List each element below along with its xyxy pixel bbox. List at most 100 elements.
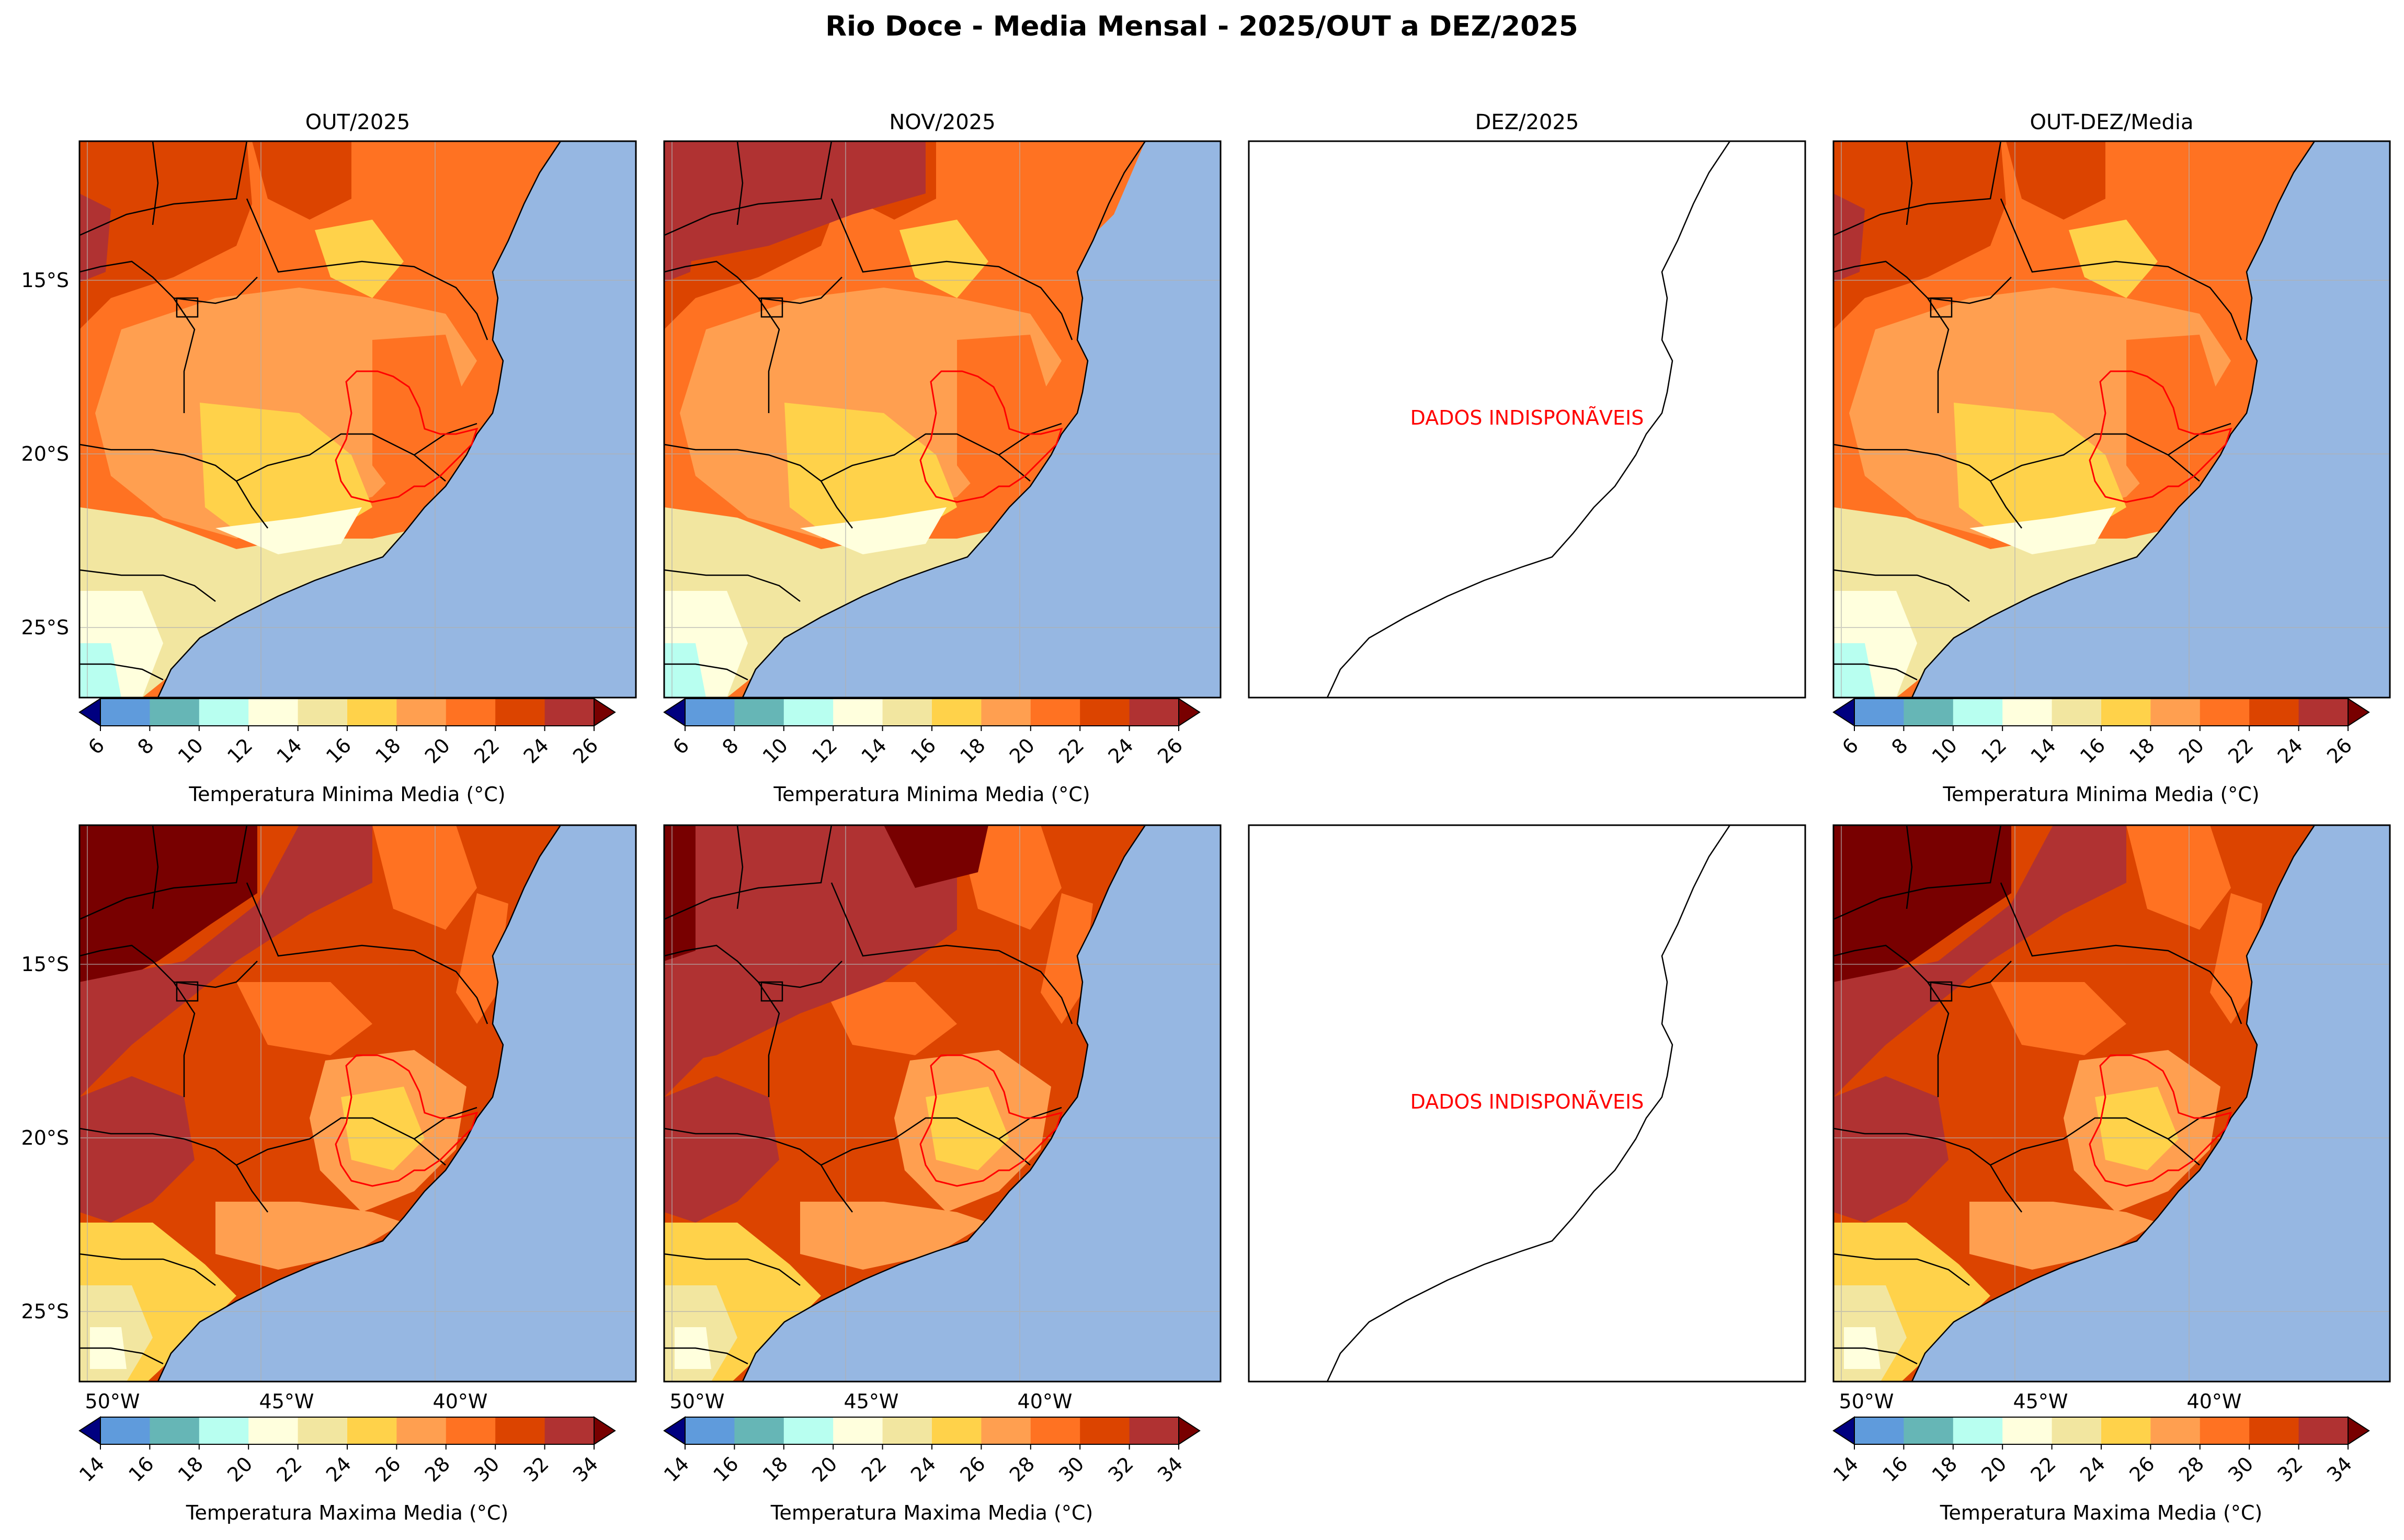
colorbar-bin [685, 1417, 735, 1444]
colorbar-bin [2249, 1417, 2299, 1444]
colorbar-tick-label: 26 [2322, 734, 2356, 768]
colorbar-bin [199, 699, 249, 726]
colorbar-tick-label: 22 [2224, 734, 2258, 768]
colorbar-tick-label: 26 [568, 734, 602, 768]
colorbar-bin [1953, 1417, 2003, 1444]
colorbar-tick-label: 24 [2273, 734, 2307, 768]
lon-tick-label: 45°W [2013, 1390, 2068, 1413]
colorbar-bin [2150, 1417, 2200, 1444]
colorbar-tick-label: 26 [371, 1452, 405, 1486]
map-min-out [79, 141, 636, 698]
colorbar-tick-label: 26 [1153, 734, 1187, 768]
colorbar-tick-label: 16 [124, 1452, 158, 1486]
colorbar-bin [1904, 699, 1953, 726]
colorbar-bin [100, 699, 150, 726]
colorbar-tick-label: 6 [1838, 734, 1863, 759]
colorbar-max: 14 16 18 20 22 24 26 28 30 32 34 Temperatura Maxima… [75, 1417, 615, 1524]
lat-tick-label: 20°S [21, 1126, 69, 1149]
panel-title: NOV/2025 [889, 110, 995, 134]
colorbar-under-extend [1833, 1417, 1854, 1444]
colorbar-bin [1130, 699, 1179, 726]
colorbar-bin [981, 699, 1031, 726]
colorbar-bin [2101, 1417, 2151, 1444]
colorbar-tick-label: 24 [1104, 734, 1138, 768]
colorbar-tick-label: 16 [1878, 1452, 1912, 1486]
colorbar-tick-label: 30 [2224, 1452, 2258, 1486]
figure: Rio Doce - Media Mensal - 2025/OUT a DEZ… [0, 0, 2404, 1540]
colorbar-tick-label: 34 [1153, 1452, 1187, 1486]
colorbar-tick-label: 20 [223, 1452, 257, 1486]
colorbar-tick-label: 20 [1005, 734, 1039, 768]
colorbar-min: 6 8 10 12 14 16 18 20 22 24 26 Temperatura Minima M… [1833, 699, 2369, 806]
colorbar-tick-label: 26 [955, 1452, 989, 1486]
colorbar-label: Temperatura Maxima Media (°C) [770, 1501, 1093, 1524]
colorbar-tick-label: 28 [420, 1452, 454, 1486]
colorbar-bin [2200, 699, 2250, 726]
colorbar-bin [2002, 1417, 2052, 1444]
colorbar-bin [248, 1417, 298, 1444]
colorbar-under-extend [79, 699, 100, 726]
colorbar-tick-label: 14 [1829, 1452, 1863, 1486]
colorbar-bin [1031, 1417, 1080, 1444]
colorbar-tick-label: 10 [758, 734, 792, 768]
lon-tick-label: 50°W [1839, 1390, 1894, 1413]
colorbar-tick-label: 14 [857, 734, 891, 768]
colorbar-bin [347, 1417, 397, 1444]
lon-tick-label: 50°W [670, 1390, 725, 1413]
colorbar-bin [883, 1417, 932, 1444]
colorbar-bin [150, 699, 199, 726]
colorbar-bin [396, 699, 446, 726]
colorbar-tick-label: 18 [174, 1452, 208, 1486]
colorbar-tick-label: 14 [75, 1452, 109, 1486]
colorbar-bin [1904, 1417, 1953, 1444]
colorbar-tick-label: 30 [470, 1452, 504, 1486]
colorbar-tick-label: 8 [1887, 734, 1912, 759]
colorbar-tick-label: 10 [174, 734, 208, 768]
map-max-media [1833, 825, 2390, 1382]
colorbar-tick-label: 16 [709, 1452, 743, 1486]
colorbar-bin [833, 699, 883, 726]
colorbar-bin [298, 1417, 348, 1444]
colorbar-label: Temperatura Maxima Media (°C) [1940, 1501, 2262, 1524]
colorbar-bin [883, 699, 932, 726]
colorbar-bin [1953, 699, 2003, 726]
lon-tick-label: 40°W [2187, 1390, 2242, 1413]
colorbar-over-extend [594, 1417, 615, 1444]
colorbar-tick-label: 22 [1054, 734, 1088, 768]
colorbar-bin [347, 699, 397, 726]
colorbar-tick-label: 20 [807, 1452, 841, 1486]
colorbar-bin [734, 699, 784, 726]
colorbar-max: 14 16 18 20 22 24 26 28 30 32 34 Temperatura Maxima… [1829, 1417, 2369, 1524]
lon-tick-label: 50°W [85, 1390, 140, 1413]
colorbar-bin [2101, 699, 2151, 726]
colorbar-tick-label: 28 [1005, 1452, 1039, 1486]
colorbar-bin [784, 699, 834, 726]
lat-tick-label: 15°S [21, 953, 69, 976]
colorbar-tick-label: 20 [2174, 734, 2208, 768]
colorbar-tick-label: 32 [1104, 1452, 1138, 1486]
colorbar-tick-label: 10 [1928, 734, 1962, 768]
colorbar-bin [2150, 699, 2200, 726]
map-min-nov [664, 141, 1221, 698]
colorbar-tick-label: 18 [955, 734, 989, 768]
lon-tick-label: 40°W [1018, 1390, 1073, 1413]
colorbar-bin [2002, 699, 2052, 726]
colorbar-tick-label: 8 [133, 734, 158, 759]
colorbar-bin [495, 1417, 545, 1444]
colorbar-tick-label: 32 [519, 1452, 553, 1486]
colorbar-tick-label: 12 [223, 734, 257, 768]
colorbar-over-extend [2348, 699, 2369, 726]
colorbar-bin [545, 1417, 595, 1444]
colorbar-tick-label: 24 [906, 1452, 940, 1486]
colorbar-min: 6 8 10 12 14 16 18 20 22 24 26 Temperatura Minima M… [79, 699, 615, 806]
colorbar-tick-label: 34 [568, 1452, 602, 1486]
colorbar-tick-label: 20 [1977, 1452, 2011, 1486]
colorbar-tick-label: 24 [519, 734, 553, 768]
colorbar-tick-label: 28 [2174, 1452, 2208, 1486]
colorbar-bin [100, 1417, 150, 1444]
colorbar-tick-label: 18 [371, 734, 405, 768]
colorbar-tick-label: 18 [2125, 734, 2159, 768]
colorbar-tick-label: 18 [1928, 1452, 1962, 1486]
lon-tick-label: 45°W [259, 1390, 314, 1413]
colorbar-tick-label: 8 [717, 734, 743, 759]
